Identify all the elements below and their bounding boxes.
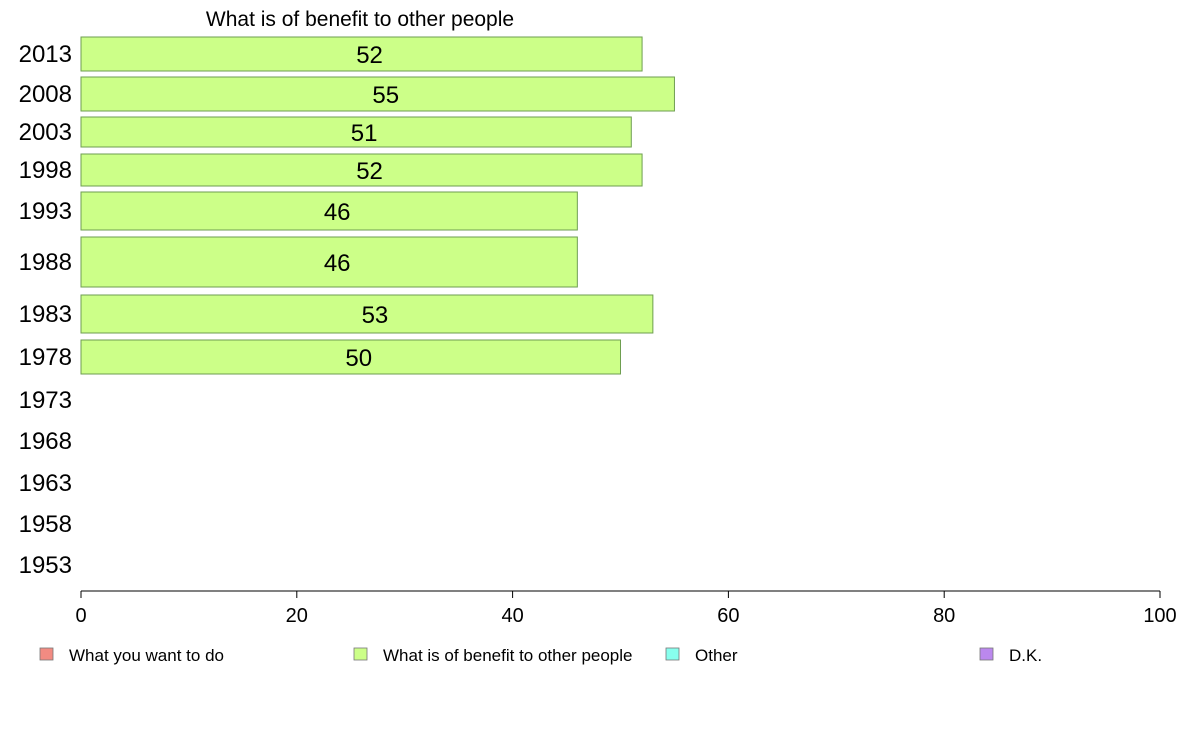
y-tick-label: 1998	[19, 157, 72, 184]
x-tick-label: 80	[933, 605, 955, 627]
bar	[80, 294, 654, 334]
y-tick-label: 1968	[19, 428, 72, 455]
bar	[80, 116, 632, 148]
y-tick-label: 1958	[19, 511, 72, 538]
bar-value-label: 50	[345, 345, 372, 372]
legend-swatch	[665, 647, 680, 661]
bar-value-label: 51	[351, 120, 378, 147]
y-axis-labels: 2013 2008 2003 1998 1993 1988 1983 1978 1973 1968…	[19, 41, 72, 579]
chart-title: What is of benefit to other people	[206, 8, 514, 31]
legend-label: What you want to do	[69, 646, 224, 665]
x-tick-label: 60	[717, 605, 739, 627]
bar-value-label: 46	[324, 199, 351, 226]
y-tick-label: 2003	[19, 119, 72, 146]
x-tick-label: 0	[75, 605, 86, 627]
y-tick-label: 1988	[19, 249, 72, 276]
legend-swatch	[979, 647, 994, 661]
bar-value-label: 52	[356, 42, 383, 69]
bar-value-label: 46	[324, 250, 351, 277]
bar	[80, 76, 675, 112]
legend-label: What is of benefit to other people	[383, 646, 633, 665]
legend: What you want to do What is of benefit to…	[39, 646, 1042, 665]
bar-value-label: 52	[356, 158, 383, 185]
bar	[80, 236, 578, 288]
y-tick-label: 1983	[19, 301, 72, 328]
y-tick-label: 1973	[19, 387, 72, 414]
x-tick-label: 100	[1143, 605, 1176, 627]
bar	[80, 191, 578, 231]
y-tick-label: 1978	[19, 344, 72, 371]
bar	[80, 153, 643, 187]
y-tick-label: 1963	[19, 470, 72, 497]
legend-swatch	[353, 647, 368, 661]
legend-swatch	[39, 647, 54, 661]
x-tick-label: 40	[501, 605, 523, 627]
bar-value-label: 53	[362, 302, 389, 329]
x-axis: 0 20 40 60 80 100	[75, 590, 1177, 627]
y-tick-label: 2013	[19, 41, 72, 68]
x-tick-label: 20	[286, 605, 308, 627]
y-tick-label: 2008	[19, 81, 72, 108]
bar	[80, 36, 643, 72]
legend-label: Other	[695, 646, 738, 665]
y-tick-label: 1993	[19, 198, 72, 225]
bar	[80, 339, 621, 375]
legend-label: D.K.	[1009, 646, 1042, 665]
y-tick-label: 1953	[19, 552, 72, 579]
bar-value-label: 55	[372, 82, 399, 109]
